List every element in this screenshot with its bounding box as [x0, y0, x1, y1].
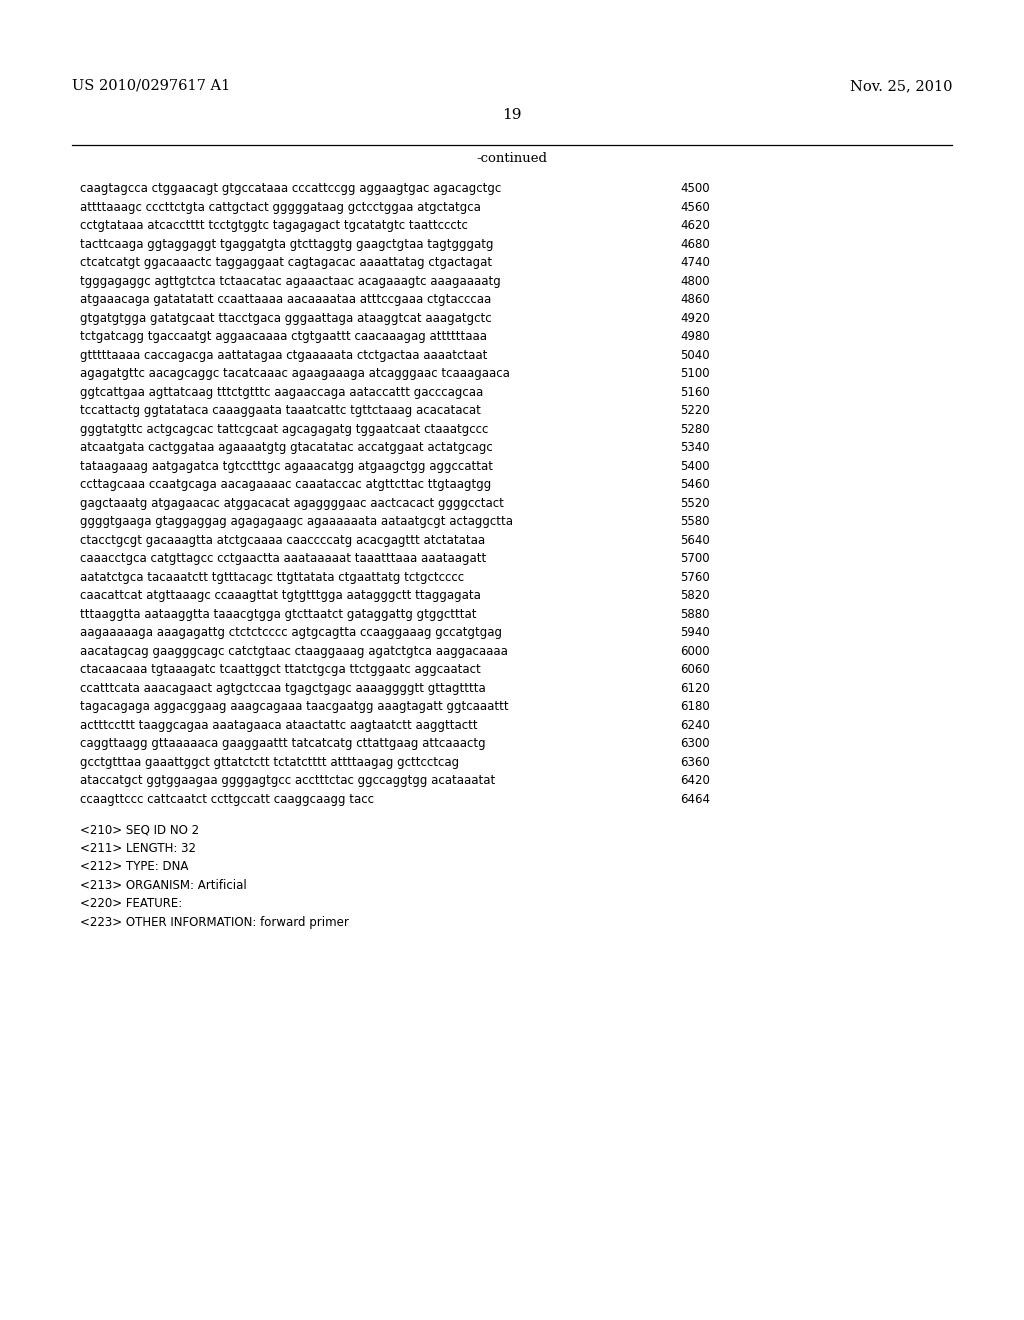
Text: tctgatcagg tgaccaatgt aggaacaaaa ctgtgaattt caacaaagag attttttaaa: tctgatcagg tgaccaatgt aggaacaaaa ctgtgaa… — [80, 330, 487, 343]
Text: 5640: 5640 — [680, 533, 710, 546]
Text: 5700: 5700 — [680, 552, 710, 565]
Text: ccatttcata aaacagaact agtgctccaa tgagctgagc aaaaggggtt gttagtttta: ccatttcata aaacagaact agtgctccaa tgagctg… — [80, 681, 485, 694]
Text: gcctgtttaa gaaattggct gttatctctt tctatctttt attttaagag gcttcctcag: gcctgtttaa gaaattggct gttatctctt tctatct… — [80, 755, 459, 768]
Text: 5340: 5340 — [680, 441, 710, 454]
Text: 6000: 6000 — [680, 644, 710, 657]
Text: tgggagaggc agttgtctca tctaacatac agaaactaac acagaaagtc aaagaaaatg: tgggagaggc agttgtctca tctaacatac agaaact… — [80, 275, 501, 288]
Text: 5160: 5160 — [680, 385, 710, 399]
Text: 5760: 5760 — [680, 570, 710, 583]
Text: 5040: 5040 — [680, 348, 710, 362]
Text: ataccatgct ggtggaagaa ggggagtgcc acctttctac ggccaggtgg acataaatat: ataccatgct ggtggaagaa ggggagtgcc acctttc… — [80, 774, 496, 787]
Text: caacattcat atgttaaagc ccaaagttat tgtgtttgga aatagggctt ttaggagata: caacattcat atgttaaagc ccaaagttat tgtgttt… — [80, 589, 481, 602]
Text: 5580: 5580 — [680, 515, 710, 528]
Text: 4740: 4740 — [680, 256, 710, 269]
Text: atcaatgata cactggataa agaaaatgtg gtacatatac accatggaat actatgcagc: atcaatgata cactggataa agaaaatgtg gtacata… — [80, 441, 493, 454]
Text: 5280: 5280 — [680, 422, 710, 436]
Text: 5400: 5400 — [680, 459, 710, 473]
Text: 5940: 5940 — [680, 626, 710, 639]
Text: 5880: 5880 — [680, 607, 710, 620]
Text: ctacctgcgt gacaaagtta atctgcaaaa caaccccatg acacgagttt atctatataa: ctacctgcgt gacaaagtta atctgcaaaa caacccc… — [80, 533, 485, 546]
Text: ctacaacaaa tgtaaagatc tcaattggct ttatctgcga ttctggaatc aggcaatact: ctacaacaaa tgtaaagatc tcaattggct ttatctg… — [80, 663, 480, 676]
Text: caggttaagg gttaaaaaca gaaggaattt tatcatcatg cttattgaag attcaaactg: caggttaagg gttaaaaaca gaaggaattt tatcatc… — [80, 737, 485, 750]
Text: aagaaaaaga aaagagattg ctctctcccc agtgcagtta ccaaggaaag gccatgtgag: aagaaaaaga aaagagattg ctctctcccc agtgcag… — [80, 626, 502, 639]
Text: tataagaaag aatgagatca tgtcctttgc agaaacatgg atgaagctgg aggccattat: tataagaaag aatgagatca tgtcctttgc agaaaca… — [80, 459, 493, 473]
Text: actttccttt taaggcagaa aaatagaaca ataactattc aagtaatctt aaggttactt: actttccttt taaggcagaa aaatagaaca ataacta… — [80, 718, 477, 731]
Text: <210> SEQ ID NO 2: <210> SEQ ID NO 2 — [80, 824, 199, 836]
Text: 6420: 6420 — [680, 774, 710, 787]
Text: <223> OTHER INFORMATION: forward primer: <223> OTHER INFORMATION: forward primer — [80, 916, 349, 929]
Text: 19: 19 — [502, 108, 522, 121]
Text: tagacagaga aggacggaag aaagcagaaa taacgaatgg aaagtagatt ggtcaaattt: tagacagaga aggacggaag aaagcagaaa taacgaa… — [80, 700, 509, 713]
Text: -continued: -continued — [476, 152, 548, 165]
Text: aacatagcag gaagggcagc catctgtaac ctaaggaaag agatctgtca aaggacaaaa: aacatagcag gaagggcagc catctgtaac ctaagga… — [80, 644, 508, 657]
Text: 4500: 4500 — [680, 182, 710, 195]
Text: 4980: 4980 — [680, 330, 710, 343]
Text: atgaaacaga gatatatatt ccaattaaaa aacaaaataa atttccgaaa ctgtacccaa: atgaaacaga gatatatatt ccaattaaaa aacaaaa… — [80, 293, 492, 306]
Text: 6120: 6120 — [680, 681, 710, 694]
Text: 5820: 5820 — [680, 589, 710, 602]
Text: 6240: 6240 — [680, 718, 710, 731]
Text: 6360: 6360 — [680, 755, 710, 768]
Text: 6464: 6464 — [680, 792, 710, 805]
Text: 4680: 4680 — [680, 238, 710, 251]
Text: 6300: 6300 — [680, 737, 710, 750]
Text: ccaagttccc cattcaatct ccttgccatt caaggcaagg tacc: ccaagttccc cattcaatct ccttgccatt caaggca… — [80, 792, 374, 805]
Text: caaacctgca catgttagcc cctgaactta aaataaaaat taaatttaaa aaataagatt: caaacctgca catgttagcc cctgaactta aaataaa… — [80, 552, 486, 565]
Text: <212> TYPE: DNA: <212> TYPE: DNA — [80, 861, 188, 873]
Text: <220> FEATURE:: <220> FEATURE: — [80, 898, 182, 911]
Text: <211> LENGTH: 32: <211> LENGTH: 32 — [80, 842, 196, 854]
Text: 6180: 6180 — [680, 700, 710, 713]
Text: 4560: 4560 — [680, 201, 710, 214]
Text: 5220: 5220 — [680, 404, 710, 417]
Text: 4920: 4920 — [680, 312, 710, 325]
Text: ctcatcatgt ggacaaactc taggaggaat cagtagacac aaaattatag ctgactagat: ctcatcatgt ggacaaactc taggaggaat cagtaga… — [80, 256, 493, 269]
Text: US 2010/0297617 A1: US 2010/0297617 A1 — [72, 79, 230, 92]
Text: 5520: 5520 — [680, 496, 710, 510]
Text: gagctaaatg atgagaacac atggacacat agaggggaac aactcacact ggggcctact: gagctaaatg atgagaacac atggacacat agagggg… — [80, 496, 504, 510]
Text: Nov. 25, 2010: Nov. 25, 2010 — [850, 79, 952, 92]
Text: tttaaggtta aataaggtta taaacgtgga gtcttaatct gataggattg gtggctttat: tttaaggtta aataaggtta taaacgtgga gtcttaa… — [80, 607, 476, 620]
Text: gtgatgtgga gatatgcaat ttacctgaca gggaattaga ataaggtcat aaagatgctc: gtgatgtgga gatatgcaat ttacctgaca gggaatt… — [80, 312, 492, 325]
Text: gggtatgttc actgcagcac tattcgcaat agcagagatg tggaatcaat ctaaatgccc: gggtatgttc actgcagcac tattcgcaat agcagag… — [80, 422, 488, 436]
Text: 4860: 4860 — [680, 293, 710, 306]
Text: ccttagcaaa ccaatgcaga aacagaaaac caaataccac atgttcttac ttgtaagtgg: ccttagcaaa ccaatgcaga aacagaaaac caaatac… — [80, 478, 492, 491]
Text: 4620: 4620 — [680, 219, 710, 232]
Text: 4800: 4800 — [680, 275, 710, 288]
Text: aatatctgca tacaaatctt tgtttacagc ttgttatata ctgaattatg tctgctcccc: aatatctgca tacaaatctt tgtttacagc ttgttat… — [80, 570, 464, 583]
Text: 6060: 6060 — [680, 663, 710, 676]
Text: tccattactg ggtatataca caaaggaata taaatcattc tgttctaaag acacatacat: tccattactg ggtatataca caaaggaata taaatca… — [80, 404, 481, 417]
Text: ggtcattgaa agttatcaag tttctgtttc aagaaccaga aataccattt gacccagcaa: ggtcattgaa agttatcaag tttctgtttc aagaacc… — [80, 385, 483, 399]
Text: 5460: 5460 — [680, 478, 710, 491]
Text: attttaaagc cccttctgta cattgctact gggggataag gctcctggaa atgctatgca: attttaaagc cccttctgta cattgctact gggggat… — [80, 201, 481, 214]
Text: agagatgttc aacagcaggc tacatcaaac agaagaaaga atcagggaac tcaaagaaca: agagatgttc aacagcaggc tacatcaaac agaagaa… — [80, 367, 510, 380]
Text: cctgtataaa atcacctttt tcctgtggtc tagagagact tgcatatgtc taattccctc: cctgtataaa atcacctttt tcctgtggtc tagagag… — [80, 219, 468, 232]
Text: gtttttaaaa caccagacga aattatagaa ctgaaaaata ctctgactaa aaaatctaat: gtttttaaaa caccagacga aattatagaa ctgaaaa… — [80, 348, 487, 362]
Text: <213> ORGANISM: Artificial: <213> ORGANISM: Artificial — [80, 879, 247, 892]
Text: caagtagcca ctggaacagt gtgccataaa cccattccgg aggaagtgac agacagctgc: caagtagcca ctggaacagt gtgccataaa cccattc… — [80, 182, 502, 195]
Text: 5100: 5100 — [680, 367, 710, 380]
Text: tacttcaaga ggtaggaggt tgaggatgta gtcttaggtg gaagctgtaa tagtgggatg: tacttcaaga ggtaggaggt tgaggatgta gtcttag… — [80, 238, 494, 251]
Text: ggggtgaaga gtaggaggag agagagaagc agaaaaaata aataatgcgt actaggctta: ggggtgaaga gtaggaggag agagagaagc agaaaaa… — [80, 515, 513, 528]
